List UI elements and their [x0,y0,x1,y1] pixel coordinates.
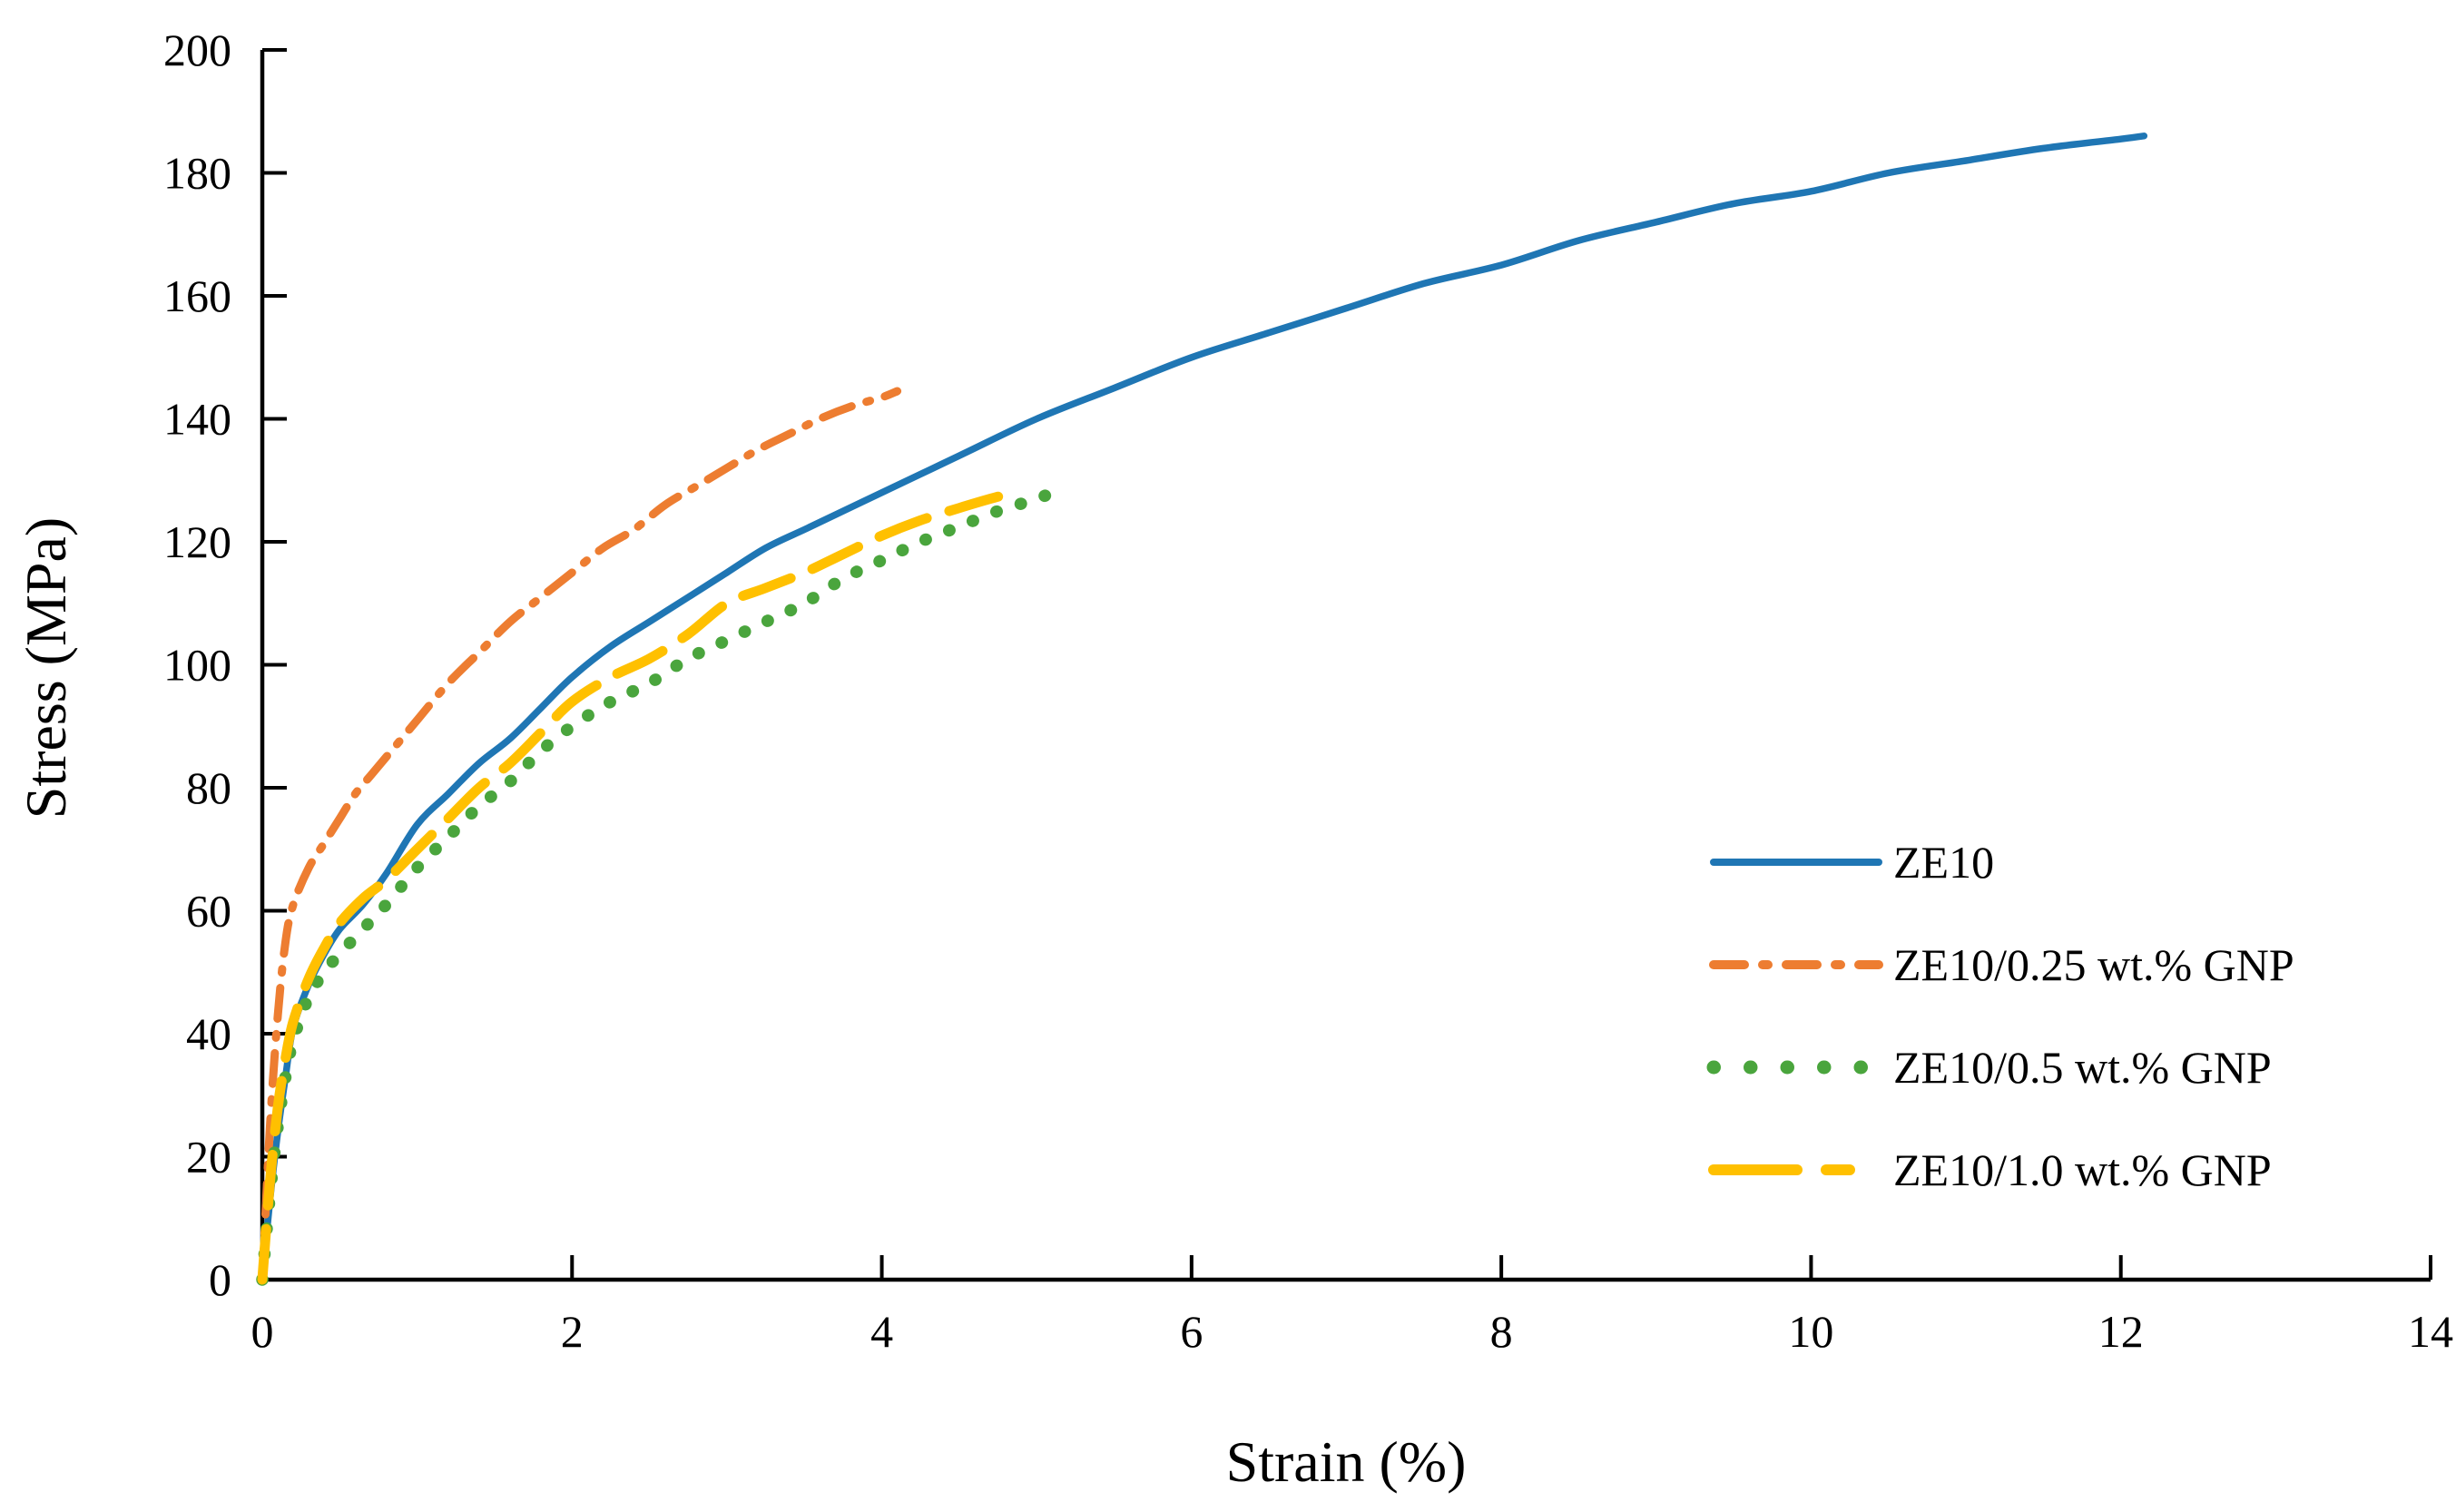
series-curve-ze10-1-0-wt-gnp [257,487,1019,1285]
legend-label-ze10: ZE10 [1893,837,1994,888]
y-tick-label-140: 140 [163,394,231,445]
x-tick-label-10: 10 [1788,1306,1833,1357]
y-axis-title: Stress (MPa) [14,517,78,819]
y-tick-label-160: 160 [163,270,231,321]
y-tick-label-0: 0 [209,1254,231,1305]
x-tick-label-6: 6 [1180,1306,1203,1357]
x-tick-label-14: 14 [2408,1306,2453,1357]
series-curve-ze10-0-25-wt-gnp [258,387,902,1284]
y-tick-label-100: 100 [163,640,231,691]
legend-label-ze10-0-5-wt-gnp: ZE10/0.5 wt.% GNP [1893,1042,2272,1093]
y-tick-label-60: 60 [186,886,231,937]
y-tick-label-120: 120 [163,516,231,567]
x-tick-label-12: 12 [2098,1306,2144,1357]
x-tick-label-8: 8 [1490,1306,1513,1357]
y-tick-label-200: 200 [163,25,231,75]
x-tick-label-0: 0 [251,1306,274,1357]
legend-item-ze10-1-0-wt-gnp: ZE10/1.0 wt.% GNP [1708,1144,2272,1195]
legend-item-ze10: ZE10 [1710,837,1994,888]
series-curves [256,133,2148,1286]
legend-item-ze10-0-25-wt-gnp: ZE10/0.25 wt.% GNP [1709,939,2294,990]
x-tick-label-2: 2 [561,1306,584,1357]
y-tick-label-40: 40 [186,1008,231,1059]
series-curve-ze10 [259,133,2148,1283]
legend: ZE10 ZE10/0.25 wt.% GNP ZE10/0.5 wt.% GNP Z… [1706,837,2294,1195]
legend-label-ze10-0-25-wt-gnp: ZE10/0.25 wt.% GNP [1893,939,2294,990]
series-curve-ze10-0-5-wt-gnp [256,480,1075,1286]
y-tick-label-20: 20 [186,1132,231,1183]
x-axis-title: Strain (%) [1226,1429,1467,1494]
legend-label-ze10-1-0-wt-gnp: ZE10/1.0 wt.% GNP [1893,1144,2272,1195]
y-tick-label-180: 180 [163,148,231,199]
y-tick-label-80: 80 [186,762,231,813]
legend-item-ze10-0-5-wt-gnp: ZE10/0.5 wt.% GNP [1706,1042,2272,1093]
axis-ticks [260,48,2432,1281]
x-tick-label-4: 4 [870,1306,893,1357]
